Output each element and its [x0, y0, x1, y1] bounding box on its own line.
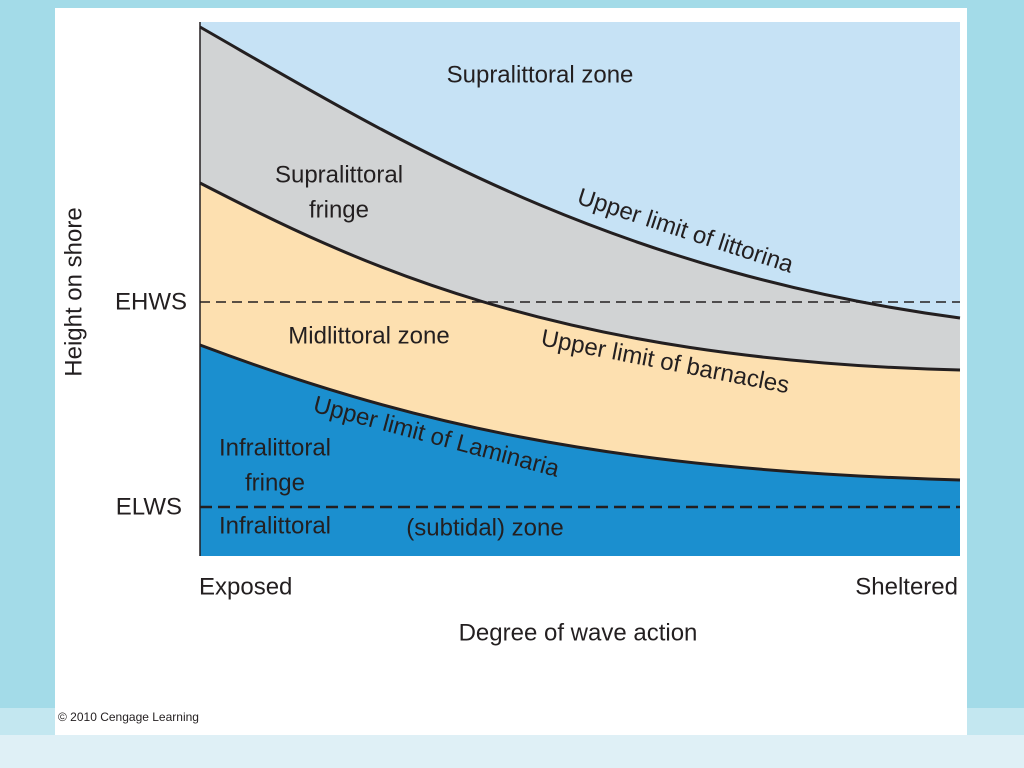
x-right-label: Sheltered — [855, 573, 958, 600]
zone-label: fringe — [309, 196, 369, 223]
zone-label: Supralittoral zone — [447, 61, 634, 88]
x-left-label: Exposed — [199, 573, 292, 600]
laminaria-line — [199, 343, 961, 482]
zone-label: (subtidal) zone — [406, 514, 563, 541]
zone-label: Infralittoral — [219, 512, 331, 539]
zone-label: Midlittoral zone — [288, 322, 449, 349]
infralittoral-area — [200, 345, 960, 556]
zone-label: Infralittoral — [219, 434, 331, 461]
zone-label: Supralittoral — [275, 161, 403, 188]
x-axis-label: Degree of wave action — [459, 619, 698, 646]
footer-band — [0, 735, 1024, 768]
barnacles-line — [199, 181, 961, 372]
level-label: ELWS — [116, 493, 182, 520]
zone-label: fringe — [245, 469, 305, 496]
y-axis-label: Height on shore — [60, 207, 87, 376]
copyright: © 2010 Cengage Learning — [58, 710, 199, 724]
littorina-line — [199, 25, 961, 320]
level-label: EHWS — [115, 288, 187, 315]
